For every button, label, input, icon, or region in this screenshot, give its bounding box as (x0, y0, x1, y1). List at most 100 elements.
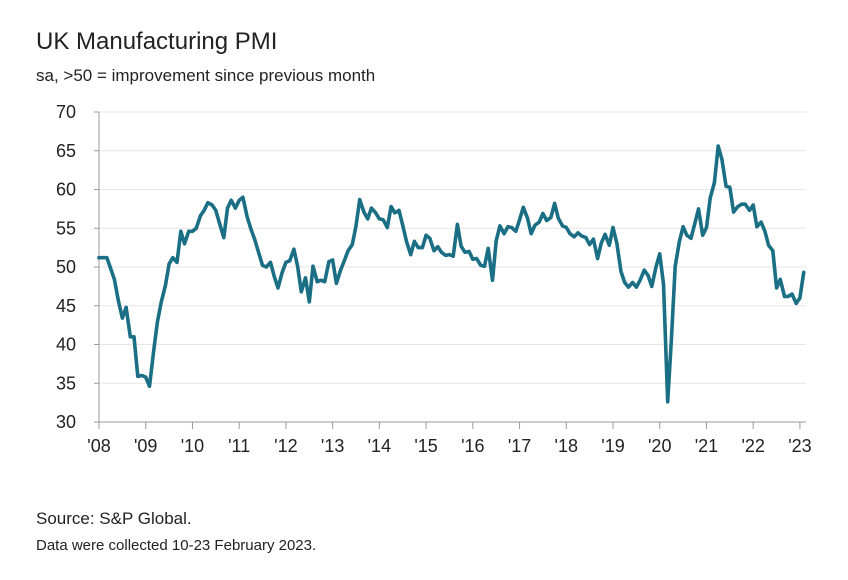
pmi-data-point (249, 227, 253, 231)
x-tick-label: '20 (648, 436, 671, 456)
pmi-data-point (350, 242, 354, 247)
pmi-data-point (568, 232, 572, 236)
pmi-data-point (623, 280, 627, 285)
pmi-data-point (677, 239, 682, 243)
pmi-data-point (463, 250, 467, 254)
x-tick-label: '21 (695, 436, 718, 456)
pmi-data-point (362, 210, 366, 214)
pmi-data-point (124, 305, 128, 309)
axes (94, 111, 806, 429)
pmi-data-point (307, 300, 311, 304)
y-tick-label: 60 (56, 180, 76, 200)
pmi-data-point (525, 216, 530, 220)
pmi-data-point (634, 285, 639, 289)
pmi-data-point (716, 144, 720, 148)
pmi-data-point (704, 225, 709, 230)
pmi-data-point (175, 260, 179, 264)
pmi-data-point (479, 263, 483, 267)
pmi-data-point (288, 259, 292, 263)
x-tick-label: '19 (601, 436, 624, 456)
pmi-data-point (159, 301, 163, 305)
pmi-data-point (206, 201, 210, 205)
pmi-data-point (311, 264, 315, 268)
pmi-data-point (790, 292, 794, 296)
pmi-data-point (155, 320, 159, 324)
pmi-data-point (728, 185, 732, 189)
x-tick-label: '09 (134, 436, 157, 456)
pmi-data-point (342, 259, 346, 263)
pmi-data-point (689, 236, 693, 240)
pmi-data-point (233, 206, 237, 210)
pmi-data-point (798, 296, 802, 300)
chart-subtitle: sa, >50 = improvement since previous mon… (36, 66, 376, 85)
pmi-data-point (237, 198, 241, 202)
pmi-data-point (389, 205, 393, 209)
pmi-data-point (759, 220, 763, 224)
y-tick-label: 50 (56, 257, 76, 277)
pmi-data-point (708, 196, 712, 200)
pmi-data-point (607, 243, 611, 247)
pmi-data-point (514, 229, 518, 233)
pmi-data-point (603, 232, 607, 236)
y-tick-label: 70 (56, 102, 76, 122)
pmi-data-point (685, 233, 689, 237)
pmi-data-point (794, 301, 798, 305)
pmi-data-point (739, 202, 744, 206)
pmi-data-point (642, 268, 646, 272)
y-tick-label: 45 (56, 296, 76, 316)
pmi-data-point (631, 280, 635, 285)
pmi-data-point (467, 249, 471, 254)
pmi-data-point (167, 262, 171, 266)
pmi-data-point (471, 257, 475, 261)
pmi-data-point (140, 373, 144, 378)
pmi-data-point (144, 375, 148, 379)
pmi-data-point (502, 232, 506, 236)
pmi-data-point (190, 229, 195, 233)
pmi-data-point (537, 220, 541, 224)
pmi-data-point (222, 236, 226, 240)
pmi-data-point (494, 239, 498, 243)
pmi-data-point (315, 280, 319, 284)
collection-note: Data were collected 10-23 February 2023. (36, 537, 317, 554)
x-tick-label: '10 (181, 436, 204, 456)
x-tick-label: '22 (741, 436, 764, 456)
pmi-data-point (778, 277, 782, 281)
pmi-data-point (210, 203, 214, 207)
y-tick-label: 35 (56, 373, 76, 393)
pmi-data-point (393, 211, 397, 215)
pmi-data-point (432, 249, 436, 253)
pmi-data-point (549, 215, 553, 219)
pmi-data-point (498, 224, 502, 228)
pmi-data-point (268, 260, 273, 264)
pmi-data-point (436, 245, 440, 249)
pmi-data-point (331, 258, 335, 262)
pmi-data-point (292, 247, 296, 251)
pmi-data-point (257, 251, 261, 255)
pmi-data-point (529, 232, 533, 236)
pmi-data-point (214, 208, 218, 212)
pmi-data-point (120, 316, 124, 320)
y-tick-labels: 30 35 40 45 50 55 60 65 70 (56, 102, 76, 432)
pmi-data-point (323, 280, 327, 284)
pmi-data-point (533, 223, 537, 227)
pmi-data-point (482, 264, 487, 268)
pmi-data-point (187, 229, 191, 233)
pmi-data-point (732, 210, 736, 214)
pmi-data-point (327, 260, 331, 264)
pmi-data-point (545, 218, 549, 223)
pmi-data-point (339, 268, 343, 272)
x-tick-label: '08 (87, 436, 110, 456)
pmi-data-point (580, 234, 584, 238)
pmi-data-point (693, 222, 697, 226)
pmi-data-point (229, 198, 233, 202)
pmi-data-point (712, 180, 717, 185)
pmi-data-point (377, 217, 381, 221)
pmi-data-point (424, 233, 428, 237)
pmi-data-point (253, 237, 257, 241)
pmi-data-point (105, 256, 109, 260)
pmi-data-point (276, 286, 280, 290)
x-tick-label: '13 (321, 436, 344, 456)
pmi-data-point (132, 335, 136, 339)
pmi-data-point (564, 225, 568, 230)
pmi-data-point (650, 284, 654, 288)
